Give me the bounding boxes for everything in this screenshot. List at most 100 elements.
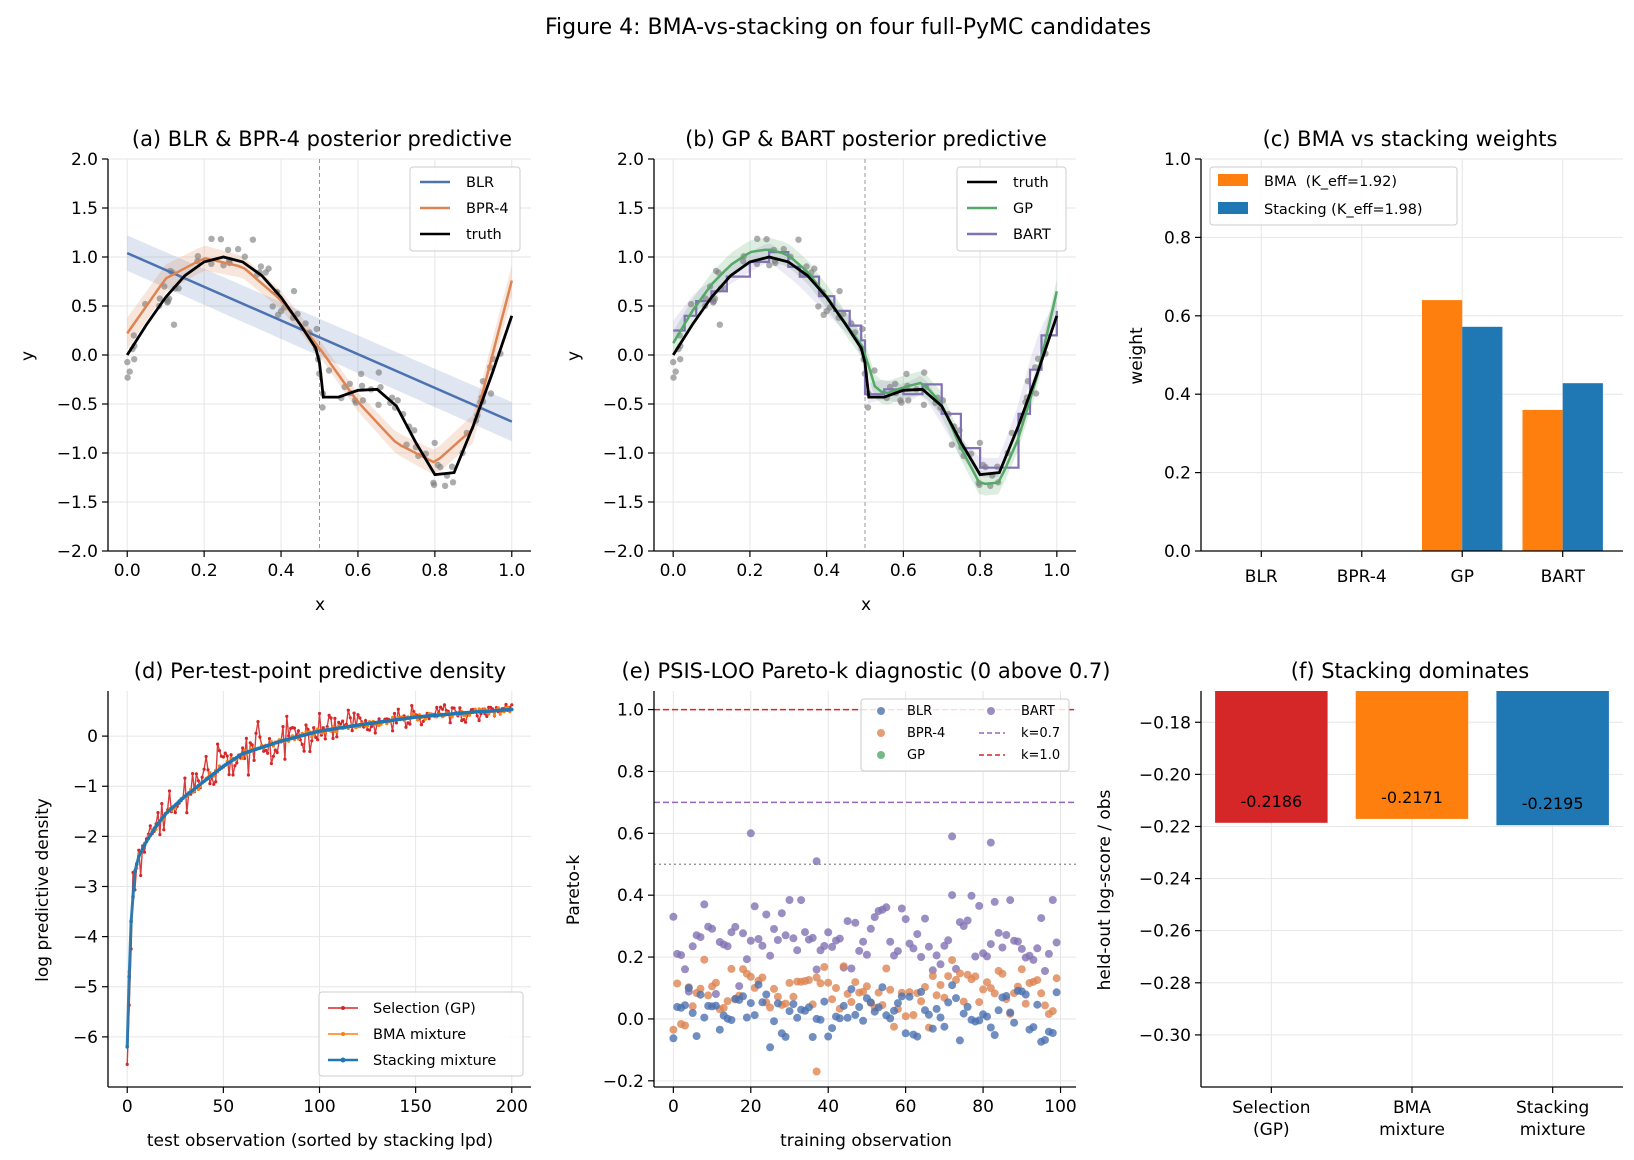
y-tick-label: 0.8 — [1164, 228, 1191, 248]
observation-point — [815, 303, 822, 310]
y-tick-label: −0.20 — [1139, 765, 1191, 785]
x-tick-label: 0.6 — [344, 561, 371, 581]
y-tick-label: −0.30 — [1139, 1026, 1191, 1046]
panel-c-title: (c) BMA vs stacking weights — [1263, 127, 1558, 151]
selection-point — [266, 751, 270, 755]
bpr4-point — [1033, 976, 1042, 985]
panel-e-ylabel: Pareto-k — [564, 855, 584, 925]
bma-point — [310, 735, 314, 739]
blr-point — [893, 999, 902, 1008]
x-tick-label: 100 — [303, 1097, 335, 1117]
panel-d-xlabel: test observation (sorted by stacking lpd… — [147, 1131, 493, 1151]
blr-point — [766, 1043, 775, 1052]
selection-point — [348, 716, 352, 720]
stacking-point — [137, 854, 141, 859]
observation-point — [375, 369, 382, 376]
panel-d-lines — [125, 702, 514, 1066]
bart-point — [998, 943, 1007, 952]
blr-point — [905, 992, 914, 1001]
blr-point — [851, 1010, 860, 1019]
selection-point — [364, 719, 368, 723]
y-tick-label: 0.0 — [617, 346, 644, 366]
bpr4-point — [928, 972, 937, 980]
observation-point — [740, 258, 747, 265]
x-tick-label: Selection — [1232, 1098, 1310, 1118]
bart-point — [677, 951, 686, 960]
stacking-point — [127, 974, 131, 979]
legend-bpr4-label: BPR-4 — [466, 201, 509, 217]
bart-point — [948, 891, 957, 900]
observation-point — [375, 401, 382, 408]
selection-point — [194, 772, 198, 776]
bpr4-point — [971, 972, 980, 981]
bart-point — [994, 928, 1003, 937]
panel-f-bars: -0.2186 -0.2171 -0.2195 — [1215, 691, 1609, 826]
selection-point — [408, 722, 412, 726]
bart-point — [762, 910, 771, 919]
legend-bpr4-label: BPR-4 — [907, 726, 945, 741]
bpr4-point — [936, 981, 945, 989]
stacking-bar — [1496, 691, 1609, 826]
selection-point — [329, 716, 333, 720]
panel-b-xlabel: x — [861, 595, 871, 615]
observation-point — [763, 236, 770, 243]
stacking-point — [138, 850, 143, 855]
x-tick-label: BMA — [1393, 1098, 1431, 1118]
observation-point — [437, 463, 444, 471]
bma-point — [483, 707, 487, 711]
panel-d-ylabel: log predictive density — [33, 798, 53, 982]
bart-point — [758, 941, 767, 950]
observation-point — [377, 384, 384, 391]
blr-point — [948, 981, 957, 990]
bpr4-point — [901, 1012, 910, 1021]
panel-a-ylabel: y — [18, 351, 38, 361]
selection-point — [373, 731, 377, 735]
observation-point — [156, 295, 163, 302]
observation-point — [672, 368, 679, 375]
observation-point — [448, 463, 456, 470]
y-tick-label: 0.5 — [71, 297, 98, 317]
selection-point — [452, 706, 456, 710]
bma-point — [464, 714, 468, 718]
panel-c-ylabel: weight — [1127, 327, 1147, 385]
legend-selection-label: Selection (GP) — [373, 1001, 476, 1017]
blr-point — [859, 1016, 868, 1025]
bart-point — [812, 857, 821, 866]
selection-point — [256, 720, 260, 724]
bpr4-point — [847, 998, 856, 1006]
bpr4-point — [696, 984, 705, 993]
y-tick-label: −4 — [73, 928, 98, 948]
bpr4-point — [909, 1011, 918, 1019]
blr-point — [742, 1013, 751, 1022]
bpr4-point — [1041, 1001, 1049, 1010]
bpr4-point — [955, 969, 964, 978]
bma-point — [416, 718, 420, 722]
bart-point — [739, 929, 747, 938]
blr-point — [959, 1009, 968, 1018]
y-tick-label: −1.0 — [603, 444, 644, 464]
selection-point — [391, 729, 395, 733]
y-tick-label: −1 — [73, 777, 98, 797]
bart-point — [986, 838, 995, 847]
blr-point — [770, 1017, 778, 1026]
y-tick-label: 0.0 — [617, 1010, 644, 1030]
bart-point — [1041, 967, 1049, 975]
selection-point — [185, 811, 189, 815]
selection-point — [271, 754, 275, 758]
bart-point — [1002, 931, 1011, 939]
selection-point — [156, 811, 160, 815]
selection-point — [264, 748, 268, 753]
panel-f-ticks: −0.30 −0.28 −0.26 −0.24 −0.22 −0.20 −0.18 Selec… — [1139, 713, 1589, 1140]
bpr4-point — [727, 964, 736, 973]
x-tick-label: 0.4 — [813, 561, 840, 581]
blr-point — [994, 1006, 1003, 1015]
observation-point — [780, 245, 787, 253]
x-tick-label: 0.0 — [660, 561, 687, 581]
bart-point — [983, 952, 991, 961]
truth-line — [126, 255, 514, 477]
stacking-point — [510, 707, 514, 712]
stacking-point — [125, 1045, 129, 1049]
blr-point — [750, 1011, 759, 1020]
bart-point — [742, 955, 751, 964]
legend-stacking-marker — [340, 1057, 346, 1063]
